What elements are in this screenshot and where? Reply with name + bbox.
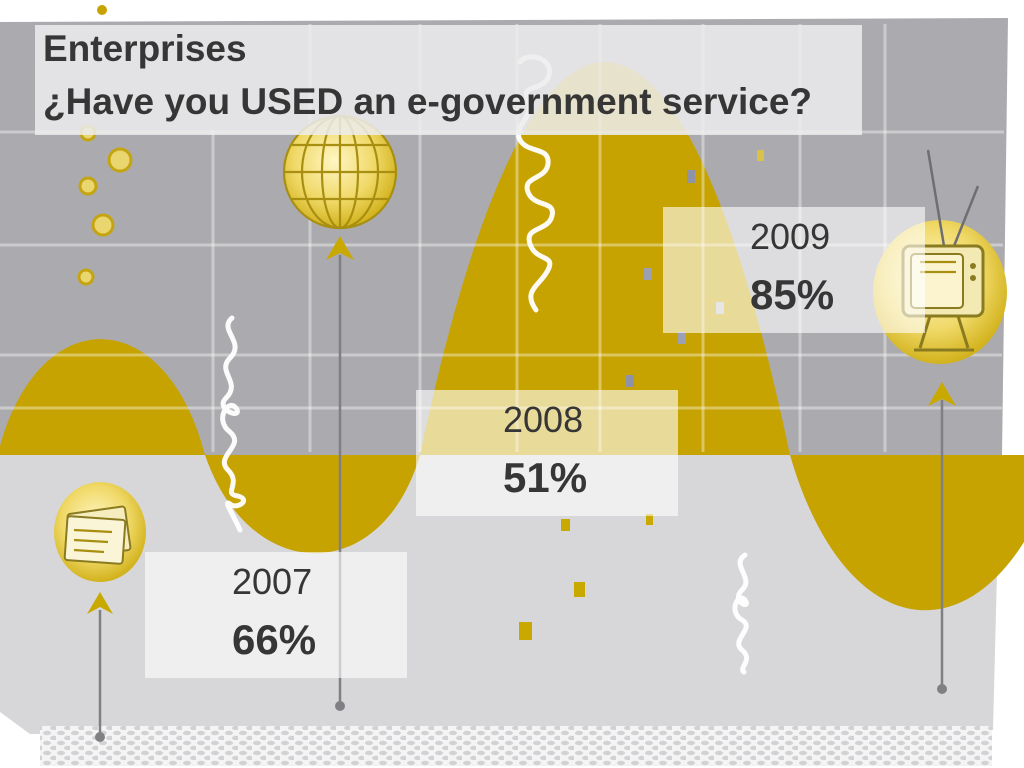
slide-question: ¿Have you USED an e-government service? <box>43 81 813 122</box>
document-balloon-icon <box>54 482 146 742</box>
stat-box-2007: 2007 66% <box>145 552 407 678</box>
slide-title: Enterprises <box>43 28 247 69</box>
stat-value: 85% <box>750 271 835 318</box>
stat-value: 51% <box>503 454 588 501</box>
stat-year: 2008 <box>503 399 584 440</box>
confetti-icon <box>519 150 764 640</box>
stat-year: 2009 <box>750 216 831 257</box>
stat-box-2009: 2009 85% <box>663 207 925 333</box>
stat-box-2008: 2008 51% <box>416 390 678 516</box>
wave-shape <box>0 62 1024 611</box>
streamer-icon <box>732 552 750 675</box>
streamer-icon <box>220 315 246 533</box>
dotted-floor-band <box>40 726 992 766</box>
stat-value: 66% <box>232 616 317 663</box>
title-box: Enterprises ¿Have you USED an e-governme… <box>35 25 862 135</box>
stat-year: 2007 <box>232 561 313 602</box>
